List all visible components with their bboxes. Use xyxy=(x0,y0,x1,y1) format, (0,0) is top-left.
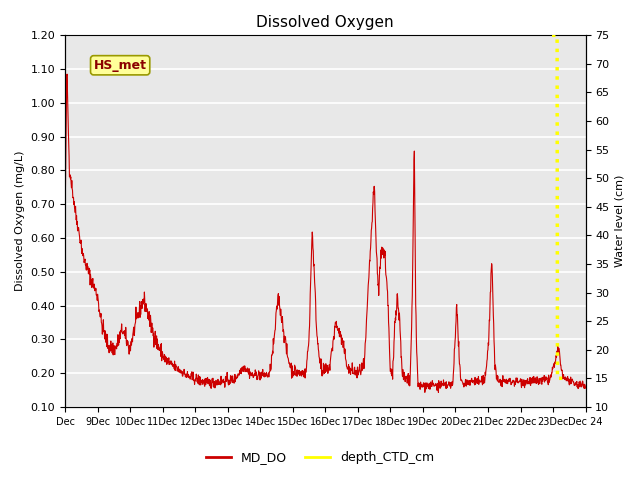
Y-axis label: Dissolved Oxygen (mg/L): Dissolved Oxygen (mg/L) xyxy=(15,151,25,291)
Title: Dissolved Oxygen: Dissolved Oxygen xyxy=(257,15,394,30)
Text: HS_met: HS_met xyxy=(93,59,147,72)
Legend: MD_DO, depth_CTD_cm: MD_DO, depth_CTD_cm xyxy=(200,446,440,469)
Y-axis label: Water level (cm): Water level (cm) xyxy=(615,175,625,267)
